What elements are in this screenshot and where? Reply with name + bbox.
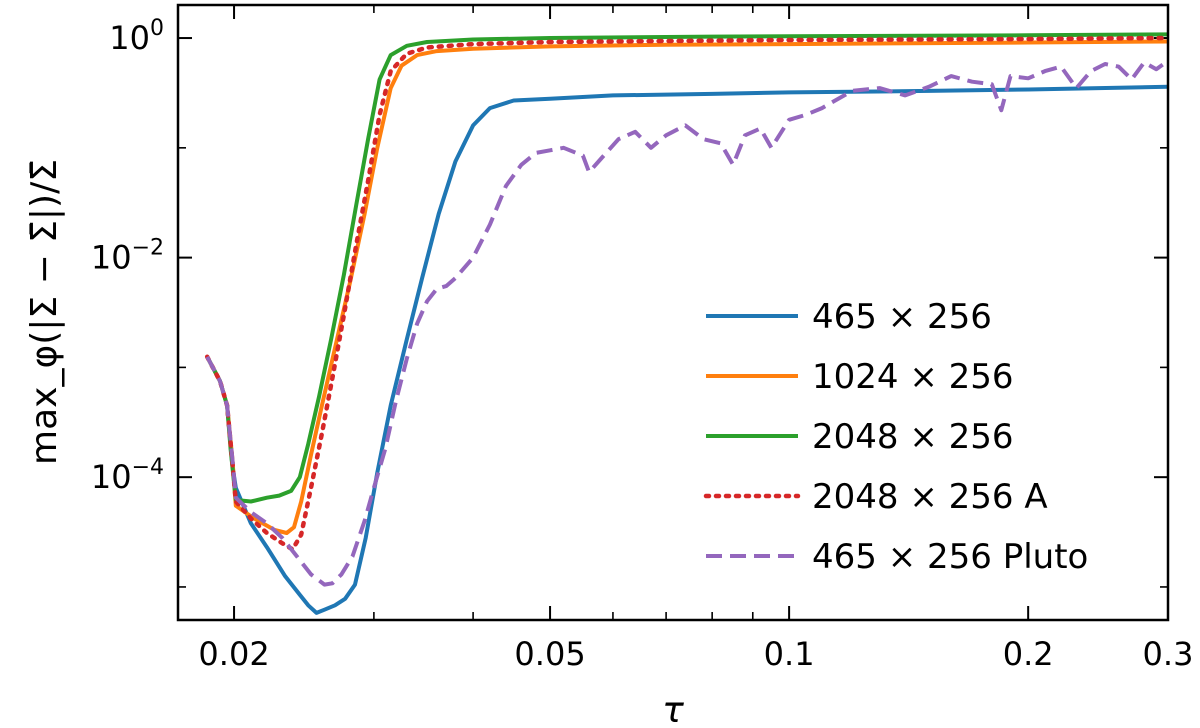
y-tick-label: 10−4 [91, 455, 164, 496]
plot-frame [176, 3, 1170, 622]
y-tick-exponent: −4 [132, 455, 164, 480]
y-tick-label: 100 [109, 16, 164, 57]
x-tick-label: 0.05 [514, 635, 585, 673]
legend-label-5: 465 × 256 Pluto [812, 537, 1088, 577]
tick-marks [178, 5, 1169, 620]
legend-label-3: 2048 × 256 [812, 417, 1014, 457]
y-tick-label: 10−2 [91, 236, 164, 277]
x-tick-labels: 0.02 0.05 0.1 0.2 0.3 [198, 635, 1193, 673]
series-line-4 [204, 35, 1171, 552]
y-tick-base: 10 [91, 239, 132, 277]
x-tick-label: 0.2 [1003, 635, 1054, 673]
series-line-1 [205, 84, 1169, 615]
y-axis-label: max_φ(|Σ − Σ̄|)/Σ̄ [24, 159, 65, 465]
y-tick-base: 10 [91, 458, 132, 496]
y-tick-exponent: −2 [132, 236, 164, 261]
y-tick-base: 10 [109, 19, 150, 57]
series-lines [204, 32, 1171, 615]
legend: 465 × 256 1024 × 256 2048 × 256 2048 × 256 … [703, 297, 1088, 577]
legend-label-2: 1024 × 256 [812, 357, 1014, 397]
series-line-5 [205, 59, 1170, 587]
x-tick-label: 0.02 [198, 635, 269, 673]
legend-label-1: 465 × 256 [812, 297, 992, 337]
x-tick-label: 0.3 [1143, 635, 1194, 673]
x-tick-label: 0.1 [764, 635, 815, 673]
x-axis-label: τ [662, 690, 684, 728]
legend-label-4: 2048 × 256 A [812, 477, 1048, 517]
y-tick-exponent: 0 [150, 16, 164, 41]
series-line-2 [205, 39, 1169, 535]
